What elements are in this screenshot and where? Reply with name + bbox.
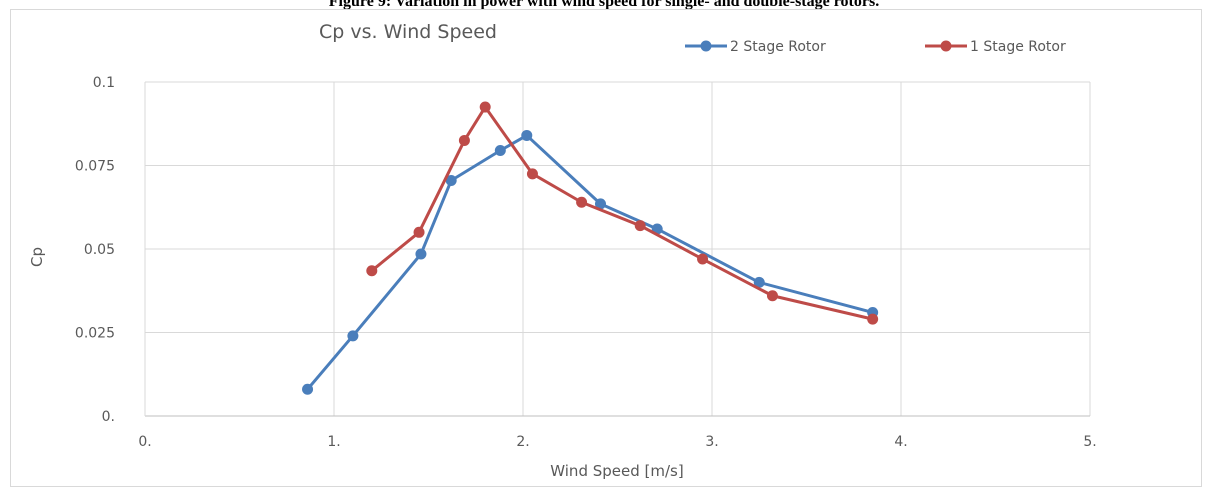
2-stage-rotor-point [521,129,533,141]
legend-1-stage-rotor-swatch-marker [940,40,952,52]
y-tick-label: 0.075 [75,159,115,175]
2-stage-rotor-point [445,175,457,187]
1-stage-rotor-point [634,220,646,232]
chart-frame [10,9,1202,487]
1-stage-rotor-point [458,134,470,146]
x-tick-label: 0. [138,434,151,450]
2-stage-rotor-line [306,133,874,391]
1-stage-rotor-point [526,168,538,180]
2-stage-rotor-point [594,198,606,210]
1-stage-rotor-point [576,196,588,208]
y-tick-label: 0.025 [75,326,115,342]
grid-layer [145,81,1091,416]
x-tick-label: 2. [516,434,529,450]
1-stage-rotor-point [697,253,709,265]
legend-2-stage-rotor-swatch-marker [700,40,712,52]
1-stage-rotor-point [479,101,491,113]
2-stage-rotor-point [302,383,314,395]
2-stage-rotor-point [753,276,765,288]
2-stage-rotor-point [415,248,427,260]
1-stage-rotor-line [370,105,873,321]
series-layer [302,101,879,395]
y-tick-label: 0. [102,409,115,425]
y-tick-label: 0.1 [93,75,115,91]
legend-1-stage-rotor-label: 1 Stage Rotor [970,39,1066,55]
2-stage-rotor-point [347,330,359,342]
x-tick-label: 5. [1083,434,1096,450]
1-stage-rotor-point [766,290,778,302]
legend: 2 Stage Rotor 1 Stage Rotor [685,39,1066,55]
1-stage-rotor-point [867,313,879,325]
y-tick-label: 0.05 [84,242,115,258]
legend-2-stage-rotor-label: 2 Stage Rotor [730,39,826,55]
chart-title: Cp vs. Wind Speed [319,21,497,43]
1-stage-rotor-point [413,226,425,238]
x-tick-label: 3. [705,434,718,450]
x-tick-label: 4. [894,434,907,450]
y-axis-title: Cp [28,247,46,267]
2-stage-rotor-point [494,144,506,156]
x-tick-label: 1. [327,434,340,450]
axis-layer: 0. 0.025 0.05 0.075 0.1 0. 1. 2. 3. 4. 5. [75,75,1097,450]
x-axis-title: Wind Speed [m/s] [550,462,683,480]
1-stage-rotor-point [366,265,378,277]
figure-caption: Figure 9: Variation in power with wind s… [328,0,880,10]
